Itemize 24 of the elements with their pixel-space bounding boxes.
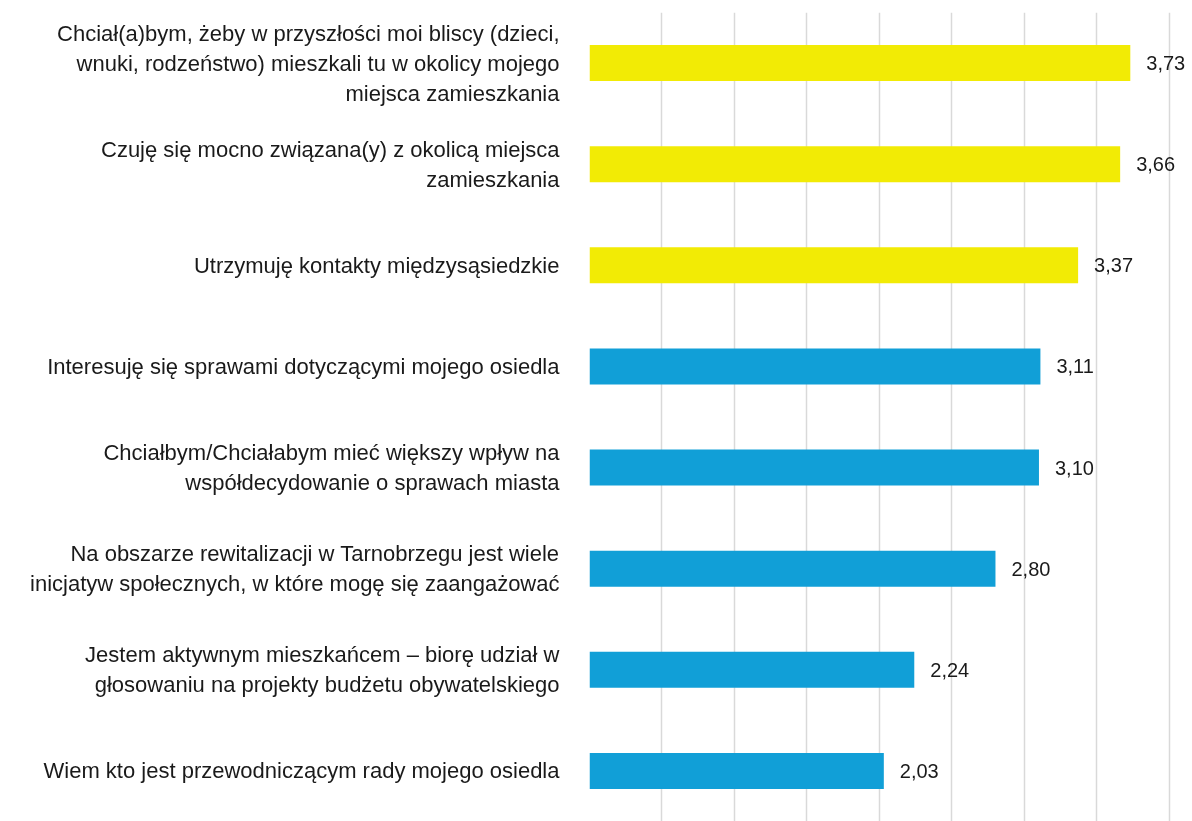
bar [589, 348, 1041, 385]
y-tick-label: Utrzymuję kontakty międzysąsiedzkie [193, 252, 560, 278]
data-label: 3,66 [1136, 153, 1176, 176]
data-label: 3,11 [1056, 355, 1094, 378]
y-tick-label: Czuję się mocno związana(y) z okolicą miejsca zamieszkania [101, 136, 561, 192]
data-label: 2,03 [899, 759, 939, 782]
data-label: 3,10 [1054, 456, 1094, 479]
y-tick-label: Interesuję się sprawami dotyczącymi mojego osiedla [47, 353, 561, 379]
data-label: 3,37 [1094, 254, 1134, 277]
bar [589, 45, 1131, 82]
data-label: 2,80 [1011, 557, 1051, 580]
y-tick-label: Wiem kto jest przewodniczącym rady mojego osiedla [43, 758, 561, 784]
y-tick-label: Chciał(a)bym, żeby w przyszłości moi bliscy (dzieci, wnuki, rodzeństwo) mieszkali tu w okolicy mojego miejsca zamieszkania [57, 20, 561, 106]
bar [589, 247, 1079, 284]
bar [589, 752, 884, 789]
bar [589, 146, 1121, 183]
bar [589, 550, 996, 587]
y-tick-label: Na obszarze rewitalizacji w Tarnobrzegu jest wiele inicjatyw społecznych, w które mogę się zaangażować [30, 541, 560, 597]
y-tick-label: Chciałbym/Chciałabym mieć większy wpływ na współdecydowanie o sprawach miasta [103, 440, 561, 496]
bar [589, 449, 1039, 486]
data-label: 2,24 [930, 658, 970, 681]
data-label: 3,73 [1146, 52, 1186, 75]
y-tick-label: Jestem aktywnym mieszkańcem – biorę udział w głosowaniu na projekty budżetu obywatelskiego [85, 642, 560, 698]
bar [589, 651, 915, 688]
